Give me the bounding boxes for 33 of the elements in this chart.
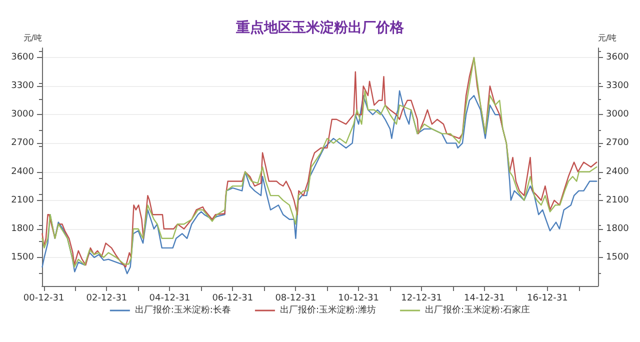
x-tick-label: 10-12-31: [338, 294, 379, 304]
line-series: [42, 90, 598, 274]
y-tick-label: 2400: [11, 166, 34, 177]
x-tick-label: 12-12-31: [401, 294, 442, 304]
x-tick-label: 16-12-31: [526, 294, 568, 304]
y2-tick-label: 1500: [606, 252, 630, 262]
x-tick-label: 02-12-31: [86, 294, 128, 304]
legend-label: 出厂报价:玉米淀粉:长春: [134, 304, 231, 316]
y2-tick-label: 3000: [606, 110, 630, 120]
y2-tick-label: 3600: [606, 52, 630, 63]
y2-axis-title: 元/吨: [598, 34, 617, 42]
legend-label: 出厂报价:玉米淀粉:石家庄: [425, 304, 530, 316]
y-axis-title: 元/吨: [23, 34, 42, 42]
y-tick-label: 3300: [11, 81, 34, 92]
y2-tick-label: 2100: [606, 195, 630, 206]
y-tick-label: 3000: [11, 110, 34, 120]
chart-title: 重点地区玉米淀粉出厂价格: [235, 19, 405, 36]
y-tick-label: 2700: [11, 138, 34, 148]
x-tick-label: 00-12-31: [23, 294, 64, 304]
x-tick-label: 14-12-31: [464, 294, 505, 304]
y2-tick-label: 2700: [606, 138, 630, 148]
x-tick-label: 08-12-31: [275, 294, 316, 304]
y-tick-label: 3600: [11, 52, 34, 63]
legend-label: 出厂报价:玉米淀粉:潍坊: [280, 304, 376, 316]
y2-tick-label: 3300: [606, 81, 630, 92]
x-tick-label: 04-12-31: [149, 294, 190, 304]
y-tick-label: 1500: [11, 252, 34, 262]
line-series: [42, 56, 598, 268]
y2-tick-label: 1800: [606, 224, 630, 234]
y-tick-label: 1800: [11, 224, 34, 234]
x-tick-label: 06-12-31: [212, 294, 254, 304]
y-tick-label: 2100: [11, 195, 34, 206]
y2-tick-label: 2400: [606, 166, 630, 177]
